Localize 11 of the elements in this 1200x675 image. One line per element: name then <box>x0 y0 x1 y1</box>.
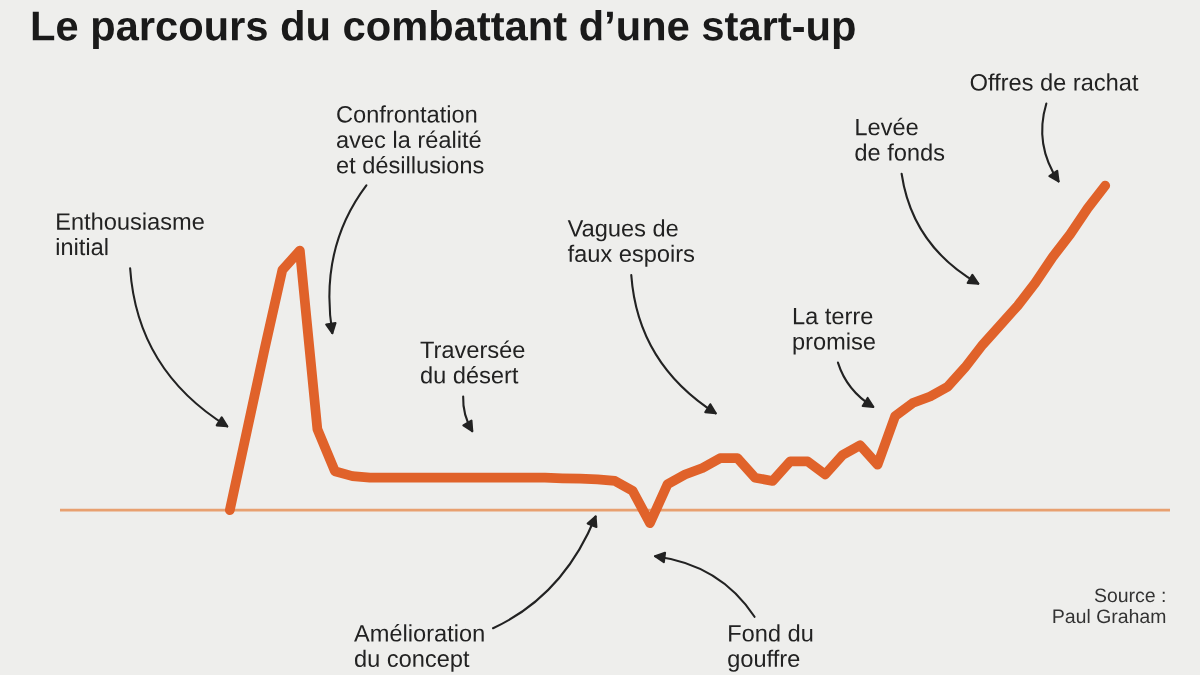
text: Confrontation avec la réalité et désillusions <box>337 105 484 174</box>
source-note: Source : Paul Graham <box>1053 588 1166 624</box>
text: Enthousiasme initial <box>56 212 204 256</box>
text: Fond du gouffre <box>728 624 813 672</box>
annotation: Traversée du désert <box>420 340 525 384</box>
chart-title: Le parcours du combattant d’une start-up <box>32 10 855 49</box>
text: Amélioration du concept <box>354 624 484 672</box>
text: Levée de fonds <box>855 117 945 161</box>
annotation: Vagues de faux espoirs <box>567 219 695 267</box>
text: Offres de rachat <box>970 73 1139 91</box>
annotation: La terre promise <box>793 307 875 355</box>
